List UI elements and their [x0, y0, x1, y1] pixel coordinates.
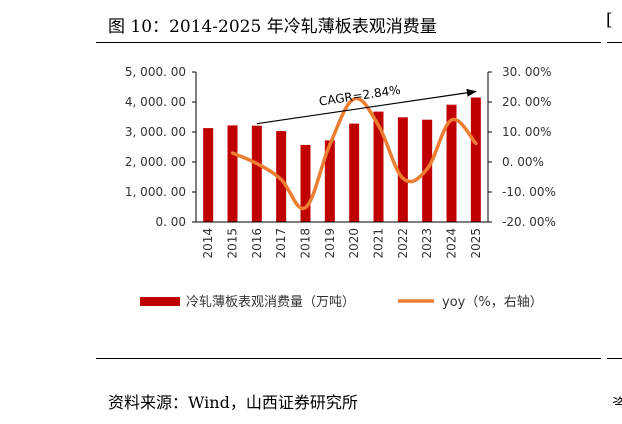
- top-rule: [96, 42, 601, 43]
- x-tick-label: 2018: [299, 228, 313, 259]
- bar-2024: [446, 104, 457, 222]
- bar-2016: [251, 125, 262, 222]
- bar-2022: [397, 117, 408, 222]
- x-tick-label: 2022: [396, 228, 410, 259]
- adjacent-figure-title-fragment: [: [606, 10, 613, 30]
- x-tick-label: 2024: [445, 228, 459, 259]
- left-tick-label: 4, 000. 00: [125, 95, 186, 109]
- x-tick-label: 2019: [323, 228, 337, 259]
- figure-title: 图 10：2014-2025 年冷轧薄板表观消费量: [108, 17, 437, 37]
- left-tick-label: 3, 000. 00: [125, 125, 186, 139]
- left-tick-label: 0. 00: [155, 215, 186, 229]
- line-series: [230, 96, 478, 211]
- right-axis-ticks: -20. 00% -10. 00% 0. 00% 10. 00% 20. 00% 30. …: [502, 65, 556, 229]
- axes: [192, 71, 492, 223]
- left-tick-label: 1, 000. 00: [125, 185, 186, 199]
- x-tick-label: 2014: [201, 228, 215, 259]
- right-tick-label: 10. 00%: [502, 125, 552, 139]
- bar-2014: [203, 128, 214, 222]
- bar-2019: [324, 140, 335, 222]
- right-tick-label: 0. 00%: [502, 155, 544, 169]
- legend-line-label: yoy（%，右轴）: [442, 295, 543, 310]
- bar-2025: [470, 97, 481, 222]
- x-tick-label: 2025: [469, 228, 483, 259]
- cagr-arrow: [256, 88, 477, 125]
- bar-2015: [227, 125, 238, 222]
- yoy-line: [230, 96, 478, 211]
- bar-2020: [349, 123, 360, 222]
- left-tick-label: 2, 000. 00: [125, 155, 186, 169]
- left-tick-label: 5, 000. 00: [125, 65, 186, 79]
- adjacent-source-fragment: 资: [612, 395, 622, 405]
- right-tick-label: -10. 00%: [502, 185, 556, 199]
- x-tick-label: 2021: [372, 228, 386, 259]
- x-tick-label: 2016: [250, 228, 264, 259]
- legend: 冷轧薄板表观消费量（万吨） yoy（%，右轴）: [140, 295, 543, 310]
- right-tick-label: -20. 00%: [502, 215, 556, 229]
- source-note: 资料来源：Wind，山西证券研究所: [108, 393, 358, 412]
- x-tick-label: 2023: [420, 228, 434, 259]
- x-tick-label: 2017: [274, 228, 288, 259]
- bar-2021: [373, 111, 384, 222]
- bottom-rule: [96, 358, 601, 359]
- legend-bar-swatch: [140, 297, 180, 306]
- x-axis-ticks: 2014 2015 2016 2017 2018 2019 2020 2021 2022 2023…: [201, 228, 483, 259]
- bottom-rule-right-fragment: [607, 358, 622, 359]
- right-tick-label: 30. 00%: [502, 65, 552, 79]
- x-tick-label: 2020: [347, 228, 361, 259]
- x-tick-label: 2015: [226, 228, 240, 259]
- left-axis-ticks: 0. 00 1, 000. 00 2, 000. 00 3, 000. 00 4, 00…: [125, 65, 186, 229]
- legend-bar-label: 冷轧薄板表观消费量（万吨）: [186, 295, 355, 310]
- bar-2018: [300, 144, 311, 222]
- right-tick-label: 20. 00%: [502, 95, 552, 109]
- bar-2017: [276, 131, 287, 222]
- top-rule-right-fragment: [607, 42, 622, 43]
